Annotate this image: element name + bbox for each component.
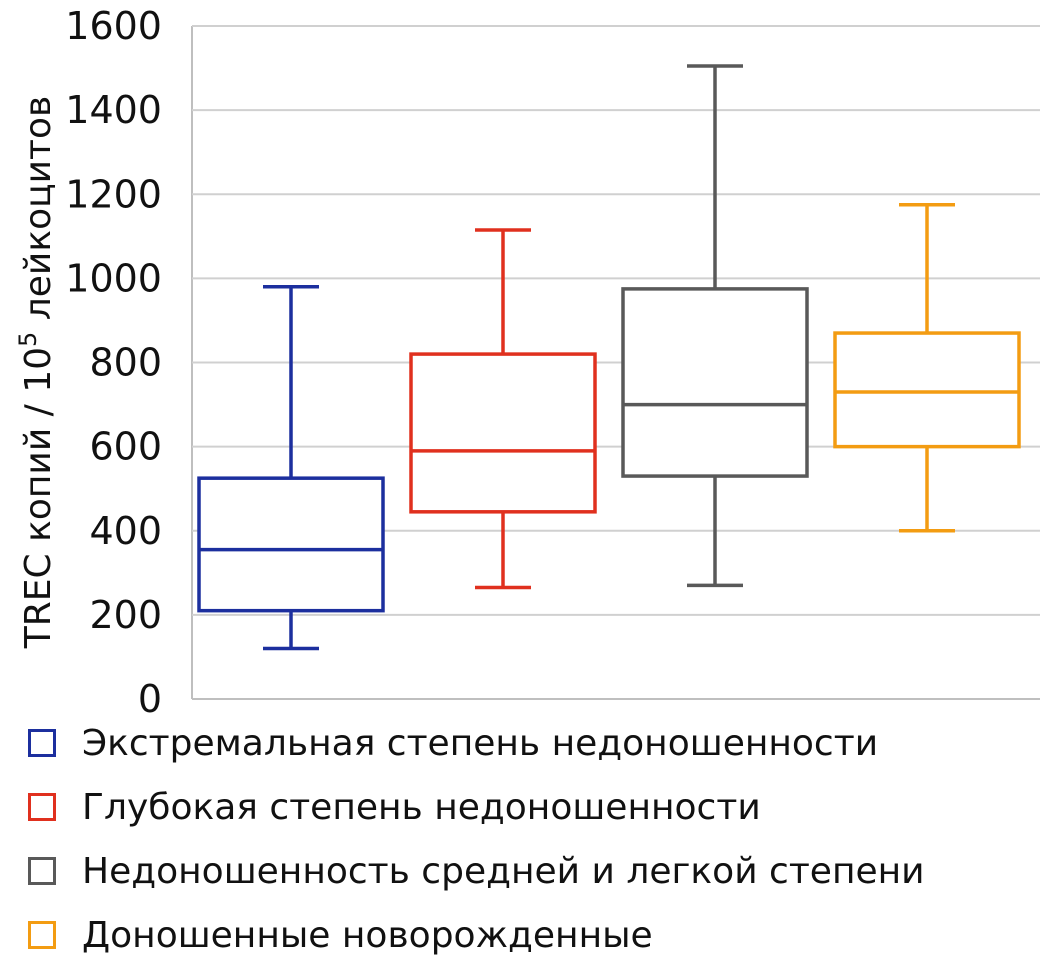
y-tick-label: 200 [89, 593, 162, 637]
legend-item: Доношенные новорожденные [28, 910, 925, 960]
iqr-box [409, 352, 597, 514]
legend-item: Глубокая степень недоношенности [28, 782, 925, 832]
y-tick-label: 1200 [65, 172, 162, 216]
legend-item: Недоношенность средней и легкой степени [28, 846, 925, 896]
box-group [621, 64, 809, 588]
y-axis-title-sup: 5 [14, 332, 42, 347]
iqr-box [621, 287, 809, 478]
boxplot-chart: 0 200 400 600 800 1000 1200 1400 1600 TREC копий… [14, 4, 1040, 715]
box-group [833, 203, 1021, 533]
boxes [197, 64, 1021, 651]
y-axis-title: TREC копий / 105 лейкоцитов [14, 96, 59, 649]
legend-label: Экстремальная степень недоношенности [82, 722, 879, 764]
y-tick-label: 1400 [65, 88, 162, 132]
legend-item: Экстремальная степень недоношенности [28, 718, 925, 768]
box-group [197, 285, 385, 651]
y-tick-label: 1600 [65, 4, 162, 48]
y-tick-label: 600 [89, 425, 162, 469]
y-tick-label: 0 [138, 677, 162, 715]
iqr-box [197, 476, 385, 613]
legend-swatch [28, 921, 56, 949]
legend-swatch [28, 793, 56, 821]
y-axis-title-suffix: лейкоцитов [18, 96, 59, 332]
legend-label: Глубокая степень недоношенности [82, 786, 761, 828]
y-tick-label: 1000 [65, 256, 162, 300]
box-group [409, 228, 597, 590]
legend-swatch [28, 857, 56, 885]
legend-swatch [28, 729, 56, 757]
legend-label: Доношенные новорожденные [82, 914, 653, 956]
legend-label: Недоношенность средней и легкой степени [82, 850, 925, 892]
legend: Экстремальная степень недоношенности Глу… [28, 718, 925, 974]
y-tick-label: 400 [89, 509, 162, 553]
y-tick-label: 800 [89, 341, 162, 385]
iqr-box [833, 331, 1021, 449]
y-tick-labels: 0 200 400 600 800 1000 1200 1400 1600 [65, 4, 162, 715]
